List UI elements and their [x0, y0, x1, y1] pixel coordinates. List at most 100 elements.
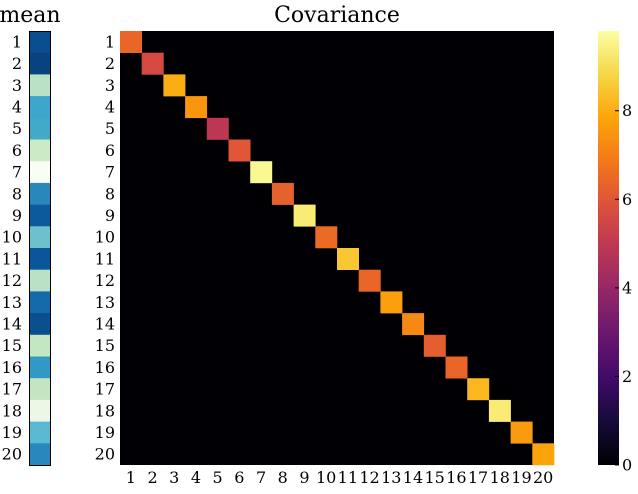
covariance-y-tick-1: 1 — [105, 32, 115, 51]
covariance-x-tick-9: 9 — [299, 468, 309, 487]
mean-row-label-18: 18 — [2, 401, 22, 420]
mean-title: mean — [0, 3, 61, 28]
covariance-y-tick-16: 16 — [95, 358, 115, 377]
mean-row-label-2: 2 — [12, 54, 22, 73]
mean-cell-11 — [30, 248, 51, 271]
mean-row-label-4: 4 — [12, 97, 22, 116]
covariance-diagonal-cell-16 — [445, 356, 468, 379]
colorbar: 0 2 4 6 8 — [598, 31, 632, 475]
mean-row-label-20: 20 — [2, 445, 22, 464]
covariance-x-tick-11: 11 — [338, 468, 358, 487]
covariance-y-tick-19: 19 — [95, 423, 115, 442]
covariance-y-tick-14: 14 — [95, 314, 115, 333]
covariance-diagonal-cell-20 — [532, 443, 555, 466]
mean-row-label-11: 11 — [2, 249, 22, 268]
covariance-x-tick-labels: 1 2 3 4 5 6 7 8 9 10 11 12 13 14 15 16 17 18 19 20 — [126, 468, 554, 487]
mean-row-label-7: 7 — [12, 163, 22, 182]
mean-cell-2 — [30, 52, 51, 75]
covariance-panel: Covariance 12345678910111213141516171819… — [95, 3, 555, 487]
covariance-x-tick-13: 13 — [381, 468, 401, 487]
mean-row-label-16: 16 — [2, 358, 22, 377]
covariance-x-tick-4: 4 — [191, 468, 201, 487]
covariance-y-tick-2: 2 — [105, 54, 115, 73]
mean-row-label-13: 13 — [2, 293, 22, 312]
mean-cell-15 — [30, 334, 51, 357]
mean-cell-8 — [30, 182, 51, 205]
covariance-x-tick-7: 7 — [256, 468, 266, 487]
mean-cell-6 — [30, 139, 51, 162]
covariance-diagonal-cell-12 — [358, 269, 381, 292]
covariance-x-tick-17: 17 — [468, 468, 488, 487]
covariance-title: Covariance — [274, 3, 400, 28]
covariance-x-tick-19: 19 — [511, 468, 531, 487]
covariance-diagonal-cell-8 — [271, 182, 294, 205]
covariance-x-tick-2: 2 — [147, 468, 157, 487]
covariance-y-tick-10: 10 — [95, 228, 115, 247]
mean-cell-1 — [30, 31, 51, 54]
covariance-x-tick-1: 1 — [126, 468, 136, 487]
covariance-x-tick-20: 20 — [533, 468, 553, 487]
covariance-diagonal-cell-18 — [488, 399, 511, 422]
mean-row-label-15: 15 — [2, 336, 22, 355]
mean-cell-17 — [30, 378, 51, 401]
covariance-y-tick-11: 11 — [95, 249, 115, 268]
covariance-x-tick-5: 5 — [213, 468, 223, 487]
colorbar-tick-label-0: 0 — [622, 456, 632, 475]
covariance-diagonal-cell-1 — [120, 31, 142, 53]
covariance-x-tick-10: 10 — [316, 468, 336, 487]
covariance-y-tick-20: 20 — [95, 445, 115, 464]
mean-row-label-10: 10 — [2, 228, 22, 247]
mean-row-label-5: 5 — [12, 119, 22, 138]
mean-cell-13 — [30, 291, 51, 314]
covariance-diagonal-cell-15 — [423, 334, 446, 357]
covariance-y-tick-6: 6 — [105, 141, 115, 160]
covariance-x-tick-18: 18 — [490, 468, 510, 487]
covariance-diagonal-cell-9 — [293, 204, 316, 227]
mean-row-label-17: 17 — [2, 380, 22, 399]
covariance-y-tick-9: 9 — [105, 206, 115, 225]
covariance-diagonal-cell-11 — [337, 248, 359, 270]
colorbar-tick-label-6: 6 — [622, 190, 632, 209]
covariance-x-tick-6: 6 — [234, 468, 244, 487]
colorbar-tick-label-2: 2 — [622, 367, 632, 386]
mean-row-label-1: 1 — [12, 32, 22, 51]
covariance-x-tick-16: 16 — [446, 468, 466, 487]
mean-row-label-19: 19 — [2, 423, 22, 442]
colorbar-tick-label-4: 4 — [622, 278, 632, 297]
covariance-x-tick-8: 8 — [278, 468, 288, 487]
covariance-y-tick-12: 12 — [95, 271, 115, 290]
mean-cell-7 — [30, 161, 51, 184]
covariance-y-tick-7: 7 — [105, 163, 115, 182]
mean-row-label-6: 6 — [12, 141, 22, 160]
mean-row-label-14: 14 — [2, 314, 22, 333]
covariance-y-tick-17: 17 — [95, 380, 115, 399]
covariance-diagonal-cell-10 — [315, 226, 338, 249]
covariance-diagonal-cell-14 — [402, 313, 425, 336]
covariance-diagonal-cell-4 — [185, 96, 208, 119]
mean-cell-18 — [30, 399, 51, 422]
colorbar-gradient — [598, 31, 619, 465]
mean-cell-16 — [30, 356, 51, 379]
mean-frame — [29, 31, 51, 466]
covariance-y-tick-3: 3 — [105, 76, 115, 95]
covariance-diagonal-cell-19 — [510, 421, 533, 444]
mean-cell-4 — [30, 96, 51, 119]
mean-row-label-3: 3 — [12, 76, 22, 95]
mean-cell-3 — [30, 74, 51, 97]
covariance-y-tick-4: 4 — [105, 97, 115, 116]
covariance-diagonal-cell-3 — [163, 74, 186, 97]
mean-cell-9 — [30, 204, 51, 227]
mean-cell-20 — [30, 443, 51, 466]
covariance-y-tick-8: 8 — [105, 184, 115, 203]
covariance-x-tick-12: 12 — [359, 468, 379, 487]
mean-cells — [30, 31, 51, 466]
mean-cell-12 — [30, 269, 51, 292]
covariance-x-tick-15: 15 — [424, 468, 444, 487]
covariance-x-tick-14: 14 — [403, 468, 423, 487]
covariance-diagonal-cell-17 — [467, 378, 490, 401]
mean-cell-14 — [30, 313, 51, 336]
